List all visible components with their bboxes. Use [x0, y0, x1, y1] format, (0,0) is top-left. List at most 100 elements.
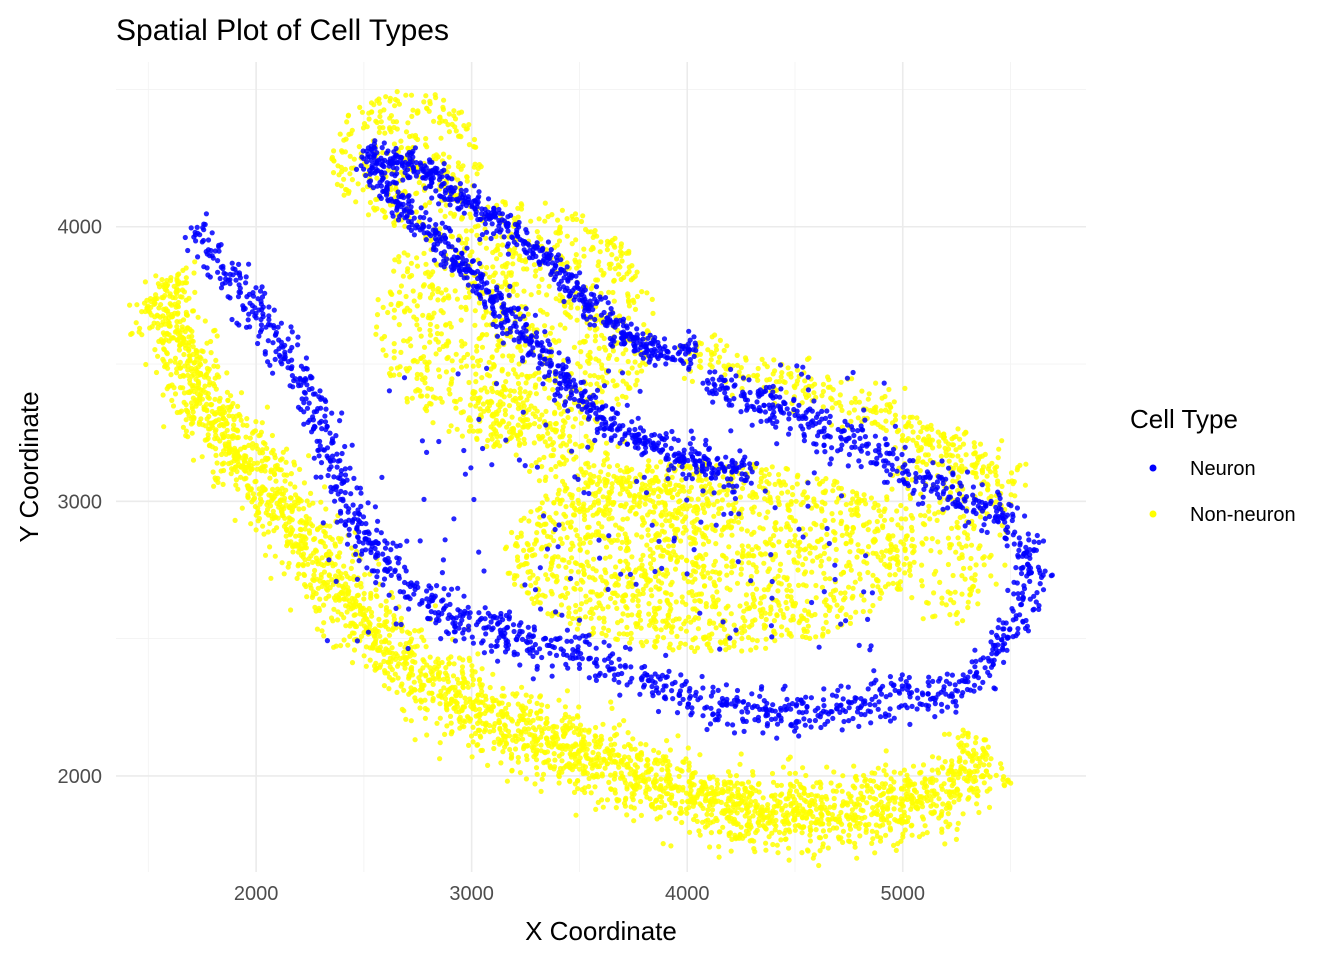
data-point: [566, 714, 572, 720]
data-point: [775, 588, 781, 594]
data-point: [380, 304, 386, 310]
data-point: [753, 586, 760, 592]
data-point: [228, 393, 234, 399]
data-point: [521, 547, 527, 554]
data-point: [887, 798, 893, 804]
data-point: [818, 785, 824, 791]
data-point: [423, 93, 429, 99]
data-point: [446, 154, 452, 160]
data-point: [381, 658, 387, 665]
data-point: [329, 577, 335, 583]
data-point: [793, 788, 800, 794]
data-point: [919, 804, 926, 810]
data-point: [632, 771, 638, 777]
data-point: [262, 552, 269, 558]
data-point: [511, 576, 517, 582]
data-point: [818, 806, 825, 812]
data-point: [186, 334, 192, 340]
data-point: [694, 795, 700, 801]
data-point: [143, 361, 149, 368]
data-point: [196, 421, 202, 427]
data-point: [942, 759, 948, 765]
data-point: [225, 433, 231, 440]
data-point: [949, 783, 955, 789]
data-point: [250, 491, 256, 497]
data-point: [545, 214, 551, 220]
data-point: [534, 700, 540, 707]
data-point: [211, 363, 217, 369]
data-point: [819, 524, 825, 530]
data-point: [302, 541, 308, 547]
data-point: [431, 310, 437, 316]
data-point: [463, 240, 469, 246]
data-point: [214, 333, 220, 339]
data-point: [577, 722, 584, 728]
data-point: [498, 760, 504, 766]
data-point: [410, 107, 416, 113]
data-point: [361, 590, 367, 597]
data-point: [190, 344, 196, 350]
data-point: [502, 202, 508, 208]
data-point: [535, 576, 541, 582]
data-point: [1001, 783, 1008, 789]
data-point: [599, 332, 605, 338]
data-point: [575, 778, 581, 784]
data-point: [324, 587, 331, 593]
data-point: [462, 719, 468, 725]
data-point: [368, 609, 375, 616]
data-point: [542, 218, 548, 224]
data-point: [529, 322, 535, 329]
data-point: [382, 668, 388, 674]
data-point: [666, 772, 672, 779]
data-point: [520, 736, 526, 742]
data-point: [600, 804, 606, 810]
data-point: [751, 846, 757, 852]
data-point: [628, 766, 634, 772]
data-point: [849, 811, 855, 818]
data-point: [330, 170, 337, 176]
data-point: [472, 730, 479, 737]
data-point: [593, 333, 599, 339]
data-point: [781, 830, 787, 836]
data-point: [468, 733, 475, 739]
data-point: [891, 769, 897, 775]
data-point: [398, 283, 404, 289]
data-point: [747, 838, 753, 844]
data-point: [857, 833, 863, 839]
data-point: [389, 650, 395, 656]
data-point: [269, 432, 275, 439]
data-point: [163, 306, 169, 312]
data-point: [676, 784, 682, 790]
data-point: [159, 277, 165, 283]
data-point: [190, 308, 196, 314]
data-point: [556, 780, 562, 786]
data-point: [341, 615, 347, 621]
data-point: [440, 310, 446, 316]
data-point: [935, 767, 941, 773]
data-point: [972, 774, 978, 780]
data-point: [613, 805, 619, 811]
data-point: [519, 372, 525, 378]
data-point: [211, 483, 217, 489]
data-point: [527, 712, 533, 718]
data-point: [235, 403, 241, 409]
data-point: [236, 411, 242, 418]
data-point: [902, 827, 908, 833]
data-point: [799, 830, 805, 836]
data-point: [786, 549, 792, 556]
data-point: [792, 827, 798, 833]
data-point: [956, 796, 962, 803]
data-point: [282, 478, 288, 484]
data-point: [414, 359, 420, 365]
data-point: [705, 570, 711, 576]
data-point: [615, 262, 622, 268]
data-point: [232, 445, 238, 451]
data-point: [754, 638, 760, 644]
data-point: [385, 659, 391, 665]
data-point: [506, 353, 512, 359]
data-point: [544, 292, 550, 298]
data-point: [710, 789, 716, 795]
data-point: [954, 786, 960, 792]
data-point: [281, 571, 287, 577]
data-point: [978, 774, 984, 780]
